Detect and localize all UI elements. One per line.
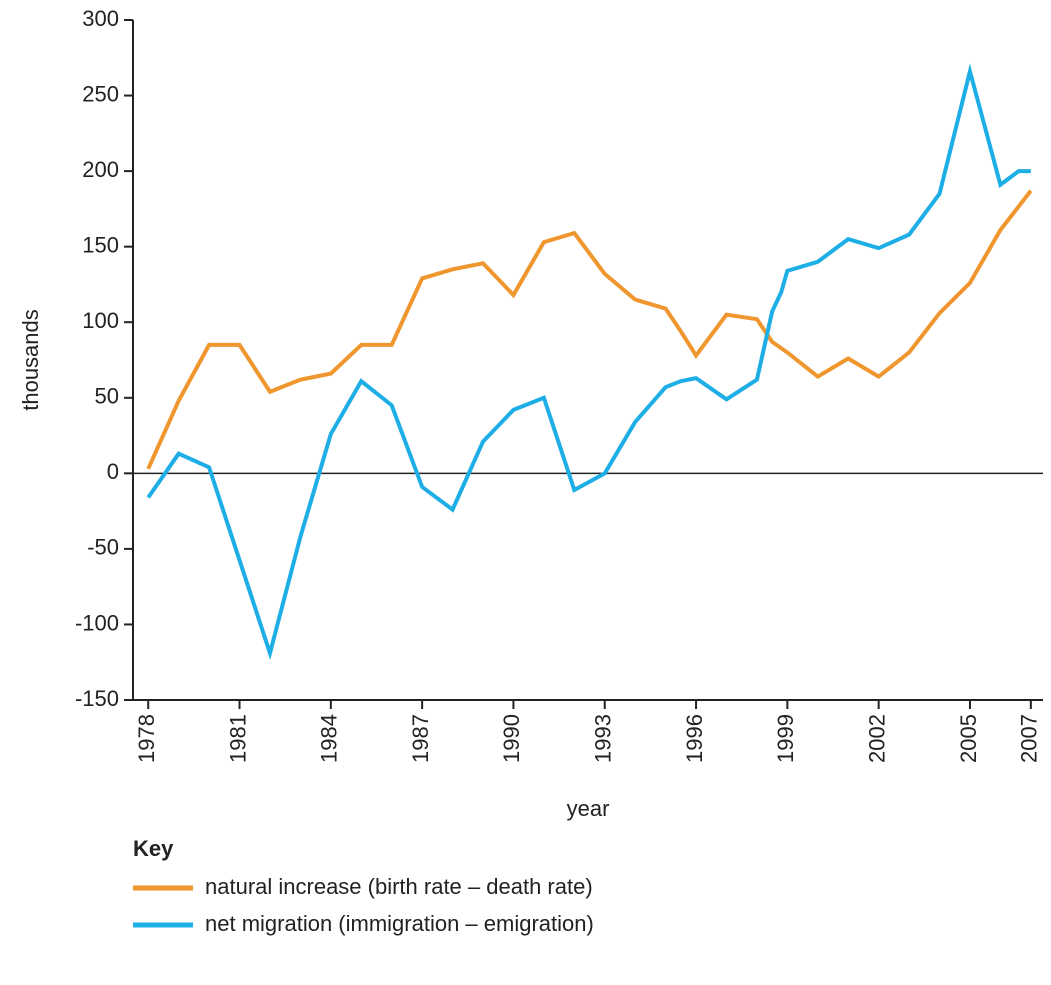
x-tick-label: 2005 [956, 714, 981, 763]
y-tick-label: 0 [107, 459, 119, 484]
x-tick-label: 1984 [317, 714, 342, 763]
legend-label: net migration (immigration – emigration) [205, 911, 594, 936]
y-tick-label: 50 [95, 384, 119, 409]
x-tick-label: 1978 [134, 714, 159, 763]
series-line [146, 189, 1033, 470]
x-tick-label: 2002 [864, 714, 889, 763]
x-tick-label: 1999 [773, 714, 798, 763]
series-line [146, 63, 1031, 661]
y-tick-label: -100 [75, 610, 119, 635]
y-tick-label: 300 [82, 6, 119, 31]
y-tick-label: 150 [82, 232, 119, 257]
y-axis-label: thousands [18, 309, 43, 411]
legend-label: natural increase (birth rate – death rat… [205, 874, 593, 899]
x-tick-label: 1996 [682, 714, 707, 763]
legend-title: Key [133, 836, 174, 861]
y-tick-label: 200 [82, 157, 119, 182]
x-tick-label: 1981 [225, 714, 250, 763]
y-tick-label: -50 [87, 535, 119, 560]
y-tick-label: 250 [82, 81, 119, 106]
x-tick-label: 1987 [408, 714, 433, 763]
x-axis-label: year [567, 796, 610, 821]
x-tick-label: 1993 [591, 714, 616, 763]
x-tick-label: 1990 [499, 714, 524, 763]
y-tick-label: -150 [75, 686, 119, 711]
x-tick-label: 2007 [1017, 714, 1042, 763]
y-tick-label: 100 [82, 308, 119, 333]
